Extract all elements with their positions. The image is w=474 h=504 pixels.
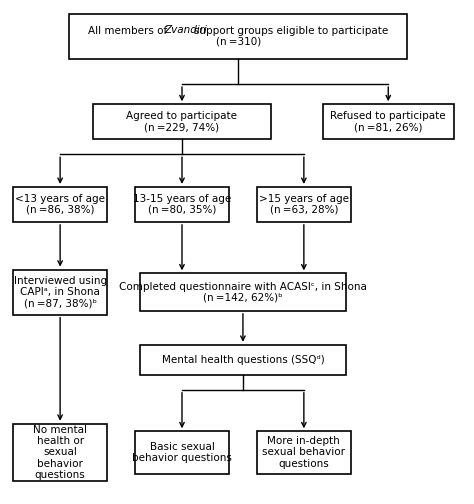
Text: More in-depth: More in-depth: [267, 436, 340, 447]
FancyBboxPatch shape: [135, 431, 229, 474]
FancyBboxPatch shape: [140, 345, 346, 375]
Text: >15 years of age: >15 years of age: [259, 194, 349, 204]
Text: Mental health questions (SSQᵈ): Mental health questions (SSQᵈ): [162, 355, 324, 365]
Text: No mental: No mental: [33, 425, 87, 435]
FancyBboxPatch shape: [257, 187, 351, 222]
Text: (n =310): (n =310): [216, 37, 261, 47]
Text: Basic sexual: Basic sexual: [150, 442, 214, 452]
Text: sexual: sexual: [43, 448, 77, 458]
Text: health or: health or: [36, 436, 84, 447]
FancyBboxPatch shape: [140, 273, 346, 311]
Text: (n =81, 26%): (n =81, 26%): [354, 122, 422, 132]
FancyBboxPatch shape: [13, 424, 107, 481]
Text: questions: questions: [35, 470, 85, 479]
Text: Agreed to participate: Agreed to participate: [127, 111, 237, 121]
FancyBboxPatch shape: [13, 187, 107, 222]
Text: questions: questions: [279, 459, 329, 469]
FancyBboxPatch shape: [135, 187, 229, 222]
Text: All members of            support groups eligible to participate: All members of support groups eligible t…: [88, 26, 388, 36]
Text: (n =63, 28%): (n =63, 28%): [270, 205, 338, 215]
Text: (n =87, 38%)ᵇ: (n =87, 38%)ᵇ: [24, 298, 97, 308]
Text: behavior: behavior: [37, 459, 83, 469]
Text: Zvandiri: Zvandiri: [164, 25, 207, 35]
Text: <13 years of age: <13 years of age: [15, 194, 105, 204]
FancyBboxPatch shape: [70, 14, 407, 59]
Text: Completed questionnaire with ACASIᶜ, in Shona: Completed questionnaire with ACASIᶜ, in …: [119, 282, 367, 292]
FancyBboxPatch shape: [323, 104, 454, 139]
Text: (n =86, 38%): (n =86, 38%): [26, 205, 94, 215]
Text: behavior questions: behavior questions: [132, 453, 232, 463]
Text: CAPIᵃ, in Shona: CAPIᵃ, in Shona: [20, 287, 100, 297]
Text: sexual behavior: sexual behavior: [263, 448, 346, 458]
Text: (n =80, 35%): (n =80, 35%): [148, 205, 216, 215]
Text: (n =142, 62%)ᵇ: (n =142, 62%)ᵇ: [203, 293, 283, 302]
Text: Refused to participate: Refused to participate: [330, 111, 446, 121]
Text: 13-15 years of age: 13-15 years of age: [133, 194, 231, 204]
FancyBboxPatch shape: [93, 104, 271, 139]
FancyBboxPatch shape: [257, 431, 351, 474]
FancyBboxPatch shape: [13, 270, 107, 314]
Text: (n =229, 74%): (n =229, 74%): [145, 122, 219, 132]
Text: Interviewed using: Interviewed using: [14, 276, 107, 286]
